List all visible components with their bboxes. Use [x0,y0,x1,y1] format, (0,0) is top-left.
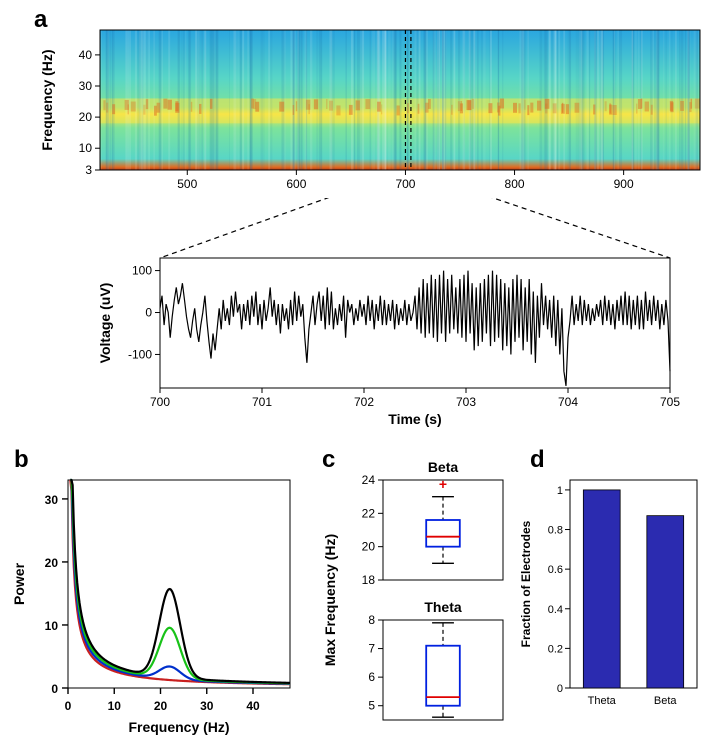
svg-text:Power: Power [11,562,27,605]
svg-text:30: 30 [45,493,59,507]
svg-text:30: 30 [200,699,214,713]
svg-text:100: 100 [132,264,152,278]
svg-text:0.6: 0.6 [548,564,563,576]
svg-text:0.2: 0.2 [548,643,563,655]
svg-text:702: 702 [354,395,374,409]
svg-text:Frequency (Hz): Frequency (Hz) [128,719,229,735]
svg-text:22: 22 [362,506,376,520]
svg-text:6: 6 [368,670,375,684]
svg-text:Beta: Beta [654,695,678,707]
voltage-trace-chart: -100 0 100 700 701 702 703 704 705 Voltage (uV) Ti… [0,198,712,428]
svg-text:5: 5 [368,699,375,713]
svg-text:500: 500 [177,177,197,191]
svg-text:700: 700 [150,395,170,409]
svg-text:704: 704 [558,395,578,409]
svg-text:0: 0 [145,306,152,320]
svg-text:0.4: 0.4 [548,604,563,616]
svg-text:Beta: Beta [428,459,459,475]
svg-text:701: 701 [252,395,272,409]
svg-text:+: + [439,476,447,492]
svg-text:900: 900 [614,177,634,191]
svg-text:Theta: Theta [588,695,617,707]
svg-text:20: 20 [79,110,93,124]
svg-text:Voltage (uV): Voltage (uV) [97,283,113,364]
svg-text:40: 40 [246,699,260,713]
psd-chart: 0 10 20 30 40 0 10 20 30 Frequency (Hz) Power [0,450,320,740]
svg-text:1: 1 [557,485,563,497]
svg-text:20: 20 [362,540,376,554]
svg-text:20: 20 [154,699,168,713]
svg-text:-100: -100 [128,347,152,361]
svg-text:600: 600 [286,177,306,191]
svg-text:Time (s): Time (s) [388,411,441,427]
svg-text:10: 10 [45,619,59,633]
svg-text:703: 703 [456,395,476,409]
svg-text:18: 18 [362,573,376,587]
svg-text:Max Frequency (Hz): Max Frequency (Hz) [322,534,338,666]
bar-chart: 0 0.2 0.4 0.6 0.8 1 Theta Beta Fraction of Elect… [512,450,712,740]
figure: a b c d 310203040500600700800900Frequenc… [0,0,712,738]
svg-text:10: 10 [79,141,93,155]
svg-text:Frequency (Hz): Frequency (Hz) [39,49,55,150]
svg-text:7: 7 [368,642,375,656]
svg-text:3: 3 [85,163,92,177]
svg-text:20: 20 [45,556,59,570]
svg-text:800: 800 [505,177,525,191]
svg-text:705: 705 [660,395,680,409]
svg-text:0: 0 [51,682,58,696]
svg-text:0: 0 [65,699,72,713]
svg-text:24: 24 [362,473,376,487]
svg-text:Fraction of Electrodes: Fraction of Electrodes [519,520,533,647]
svg-text:Theta: Theta [424,599,462,615]
svg-text:700: 700 [395,177,415,191]
svg-text:10: 10 [108,699,122,713]
svg-text:40: 40 [79,48,93,62]
svg-text:30: 30 [79,79,93,93]
svg-text:0: 0 [557,683,563,695]
svg-text:8: 8 [368,613,375,627]
svg-text:0.8: 0.8 [548,525,563,537]
boxplot-chart: Beta 18 20 22 24 + Theta 5 6 7 8 Max Frequency (Hz) [305,450,515,740]
